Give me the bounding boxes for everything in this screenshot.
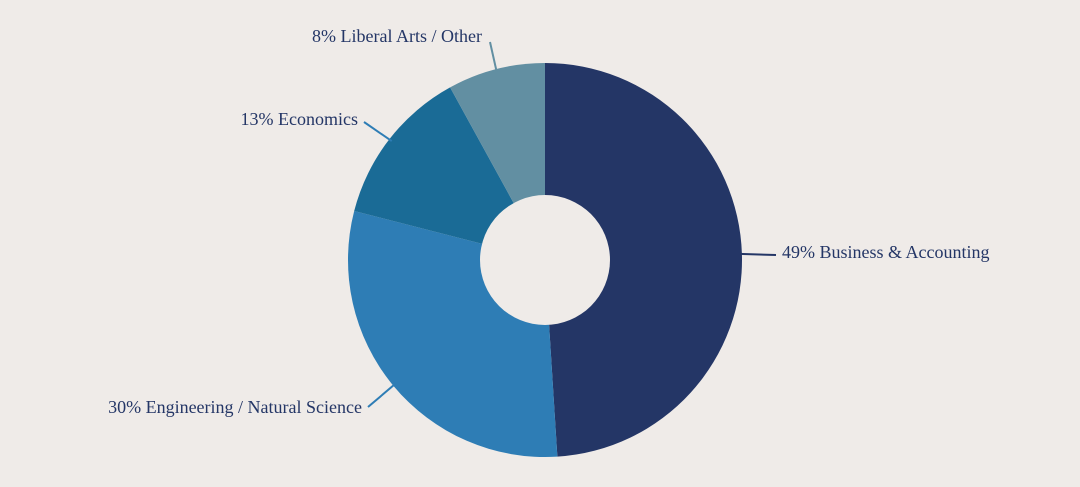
slice-label-2: 30% Engineering / Natural Science (108, 397, 362, 417)
leader-line-4 (489, 41, 498, 73)
leader-line-2 (367, 382, 397, 408)
labels-layer: 49% Business & Accounting 30% Engineering… (108, 26, 989, 417)
donut-hole (480, 195, 610, 325)
leader-line-3 (363, 121, 393, 142)
leader-line-1 (738, 252, 777, 256)
slice-business-accounting (545, 63, 742, 457)
slice-label-3: 13% Economics (241, 109, 358, 129)
slice-label-4: 8% Liberal Arts / Other (312, 26, 482, 46)
leader-lines-layer (363, 41, 777, 408)
slice-label-1: 49% Business & Accounting (782, 242, 990, 262)
